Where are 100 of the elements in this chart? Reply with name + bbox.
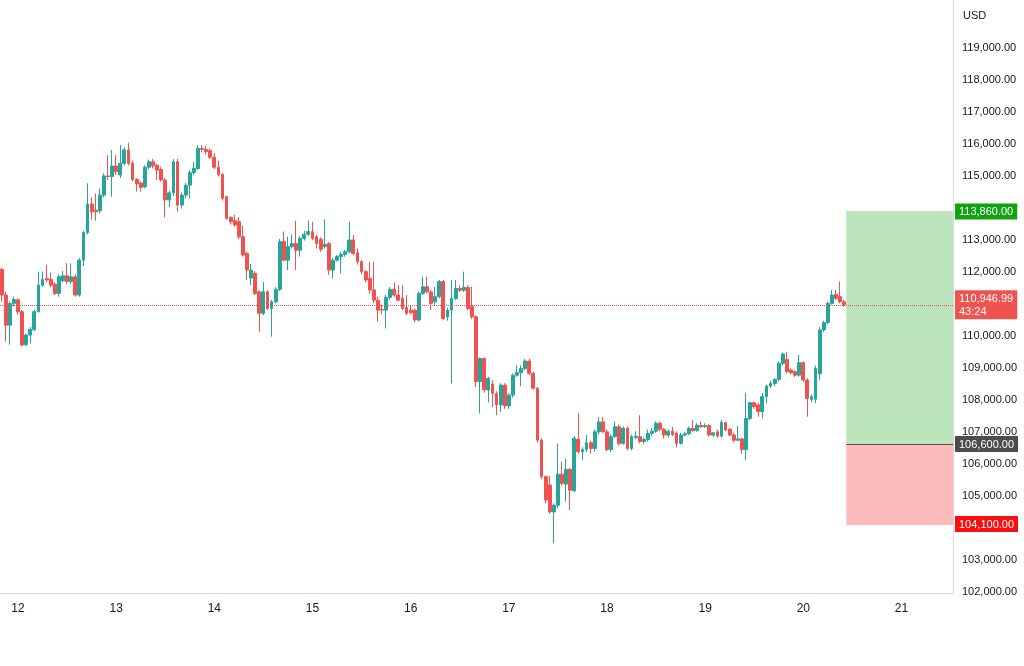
candlestick (327, 241, 331, 276)
y-tick-label: 109,000.00 (962, 361, 1018, 374)
candlestick (716, 429, 719, 439)
x-tick-label: 13 (109, 601, 124, 615)
candlestick (45, 264, 49, 283)
candlestick (196, 144, 200, 171)
x-tick-label: 12 (11, 601, 25, 615)
candlestick (323, 218, 327, 250)
y-tick-label: 117,000.00 (962, 104, 1017, 117)
candlestick (838, 281, 842, 304)
candlestick (740, 437, 744, 455)
candlestick (204, 145, 208, 155)
candlestick (106, 154, 110, 181)
x-tick-label: 16 (403, 601, 418, 615)
candlestick (413, 308, 417, 323)
candlestick (703, 422, 707, 429)
candlestick (114, 154, 118, 176)
x-tick-label: 18 (600, 601, 614, 615)
ref-line-label: 110,946.99 43:24 (959, 292, 1014, 318)
candlestick (691, 419, 695, 433)
candlestick (306, 220, 310, 237)
candlestick (486, 376, 490, 403)
candlestick (298, 235, 302, 258)
candlestick (666, 429, 670, 439)
candlestick (707, 423, 711, 438)
candlestick (286, 236, 290, 271)
candlestick (110, 149, 114, 198)
y-tick-label: 107,000.00 (962, 425, 1018, 438)
candlestick (621, 425, 625, 446)
x-tick-label: 17 (502, 601, 516, 615)
y-tick-label: 119,000.00 (962, 40, 1017, 53)
candlestick (572, 435, 576, 493)
candlestick (282, 231, 286, 262)
candlestick (576, 412, 580, 455)
candlestick (94, 193, 98, 222)
y-tick-label: 115,000.00 (962, 168, 1017, 181)
x-tick-label: 14 (207, 601, 222, 615)
candlestick (695, 422, 699, 433)
candlestick (294, 220, 298, 271)
candlestick (617, 424, 621, 447)
candlestick (699, 421, 703, 429)
candlestick (57, 273, 61, 298)
candlestick (744, 392, 748, 461)
candlestick (499, 382, 503, 413)
candlestick (458, 284, 462, 293)
candlestick (679, 432, 683, 446)
candlestick (503, 382, 507, 410)
candlestick (143, 164, 147, 189)
candlestick (478, 357, 482, 414)
candlestick (654, 421, 658, 434)
candlestick (155, 163, 159, 181)
y-tick-label: 108,000.00 (962, 393, 1018, 406)
candlestick (785, 351, 789, 375)
candlestick (568, 467, 572, 511)
candlestick (139, 180, 143, 193)
candlestick (482, 357, 486, 394)
y-tick-label: 102,000.00 (962, 585, 1018, 598)
x-tick-label: 20 (796, 601, 811, 615)
candlestick (118, 144, 122, 179)
ref-line-label: 106,600.00 (959, 438, 1015, 451)
candlestick (564, 457, 568, 503)
candlestick (90, 196, 94, 221)
y-tick-label: 106,000.00 (962, 457, 1018, 470)
candlestick (339, 251, 343, 274)
y-tick-label: 118,000.00 (962, 72, 1017, 85)
candlestick (8, 300, 12, 346)
candlestick (638, 414, 642, 444)
candlestick (319, 236, 323, 253)
candlestick (200, 144, 204, 153)
candlestick (392, 281, 396, 298)
y-axis-title: USD (963, 8, 987, 21)
candlestick (736, 425, 740, 442)
candlestick (560, 461, 564, 487)
y-tick-label: 113,000.00 (962, 232, 1017, 245)
candlestick (548, 475, 552, 515)
candlestick (756, 402, 760, 418)
candlestick (646, 429, 650, 442)
candlestick (675, 430, 678, 448)
candlestick (69, 262, 73, 285)
candlestick (65, 262, 69, 285)
band-label: 104,100.00 (959, 518, 1015, 531)
y-tick-label: 116,000.00 (962, 136, 1017, 149)
x-tick-label: 19 (698, 601, 713, 615)
y-tick-label: 103,000.00 (962, 553, 1018, 566)
candlestick (347, 221, 351, 254)
x-tick-label: 15 (305, 601, 320, 615)
x-tick-label: 21 (894, 601, 909, 615)
candlestick (797, 354, 801, 378)
y-tick-label: 105,000.00 (962, 489, 1018, 502)
candlestick (711, 431, 715, 438)
candlestick (793, 369, 797, 378)
candlestick (720, 419, 723, 439)
candlestick (626, 425, 629, 451)
y-tick-label: 112,000.00 (962, 265, 1017, 278)
candlestick (462, 271, 466, 293)
candlestick (589, 440, 593, 455)
candlestick (249, 263, 253, 286)
y-tick-label: 110,000.00 (962, 329, 1017, 342)
candlestick (73, 273, 77, 298)
candlestick (732, 432, 736, 443)
